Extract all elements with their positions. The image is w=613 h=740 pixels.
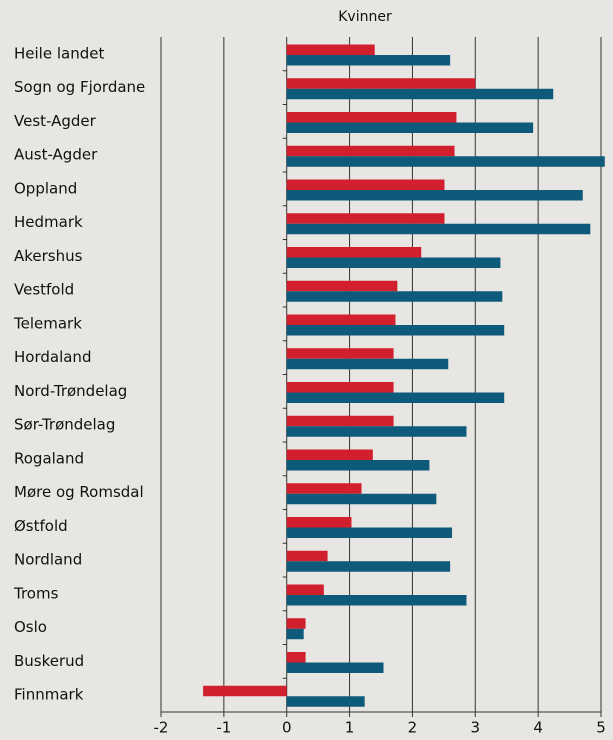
- bar: [286, 517, 352, 528]
- y-tick-label: Hedmark: [14, 213, 83, 231]
- x-tick-label: 0: [282, 719, 292, 737]
- bar: [286, 247, 422, 258]
- bar: [286, 595, 467, 606]
- bar: [286, 179, 445, 190]
- bar: [203, 685, 287, 697]
- bar: [286, 213, 445, 224]
- bar: [286, 449, 373, 460]
- bar: [286, 55, 451, 66]
- bar: [286, 257, 501, 268]
- x-tick-label: 2: [408, 719, 418, 737]
- bar: [286, 483, 362, 494]
- bar: [286, 314, 396, 325]
- y-tick-label: Finnmark: [14, 686, 84, 704]
- y-tick-label: Hordaland: [14, 348, 91, 366]
- y-tick-label: Akershus: [14, 247, 83, 265]
- bar: [286, 145, 455, 157]
- bar: [286, 122, 534, 133]
- bar: [286, 628, 304, 640]
- y-tick-label: Telemark: [13, 314, 82, 332]
- bar: [286, 156, 605, 167]
- bar: [286, 78, 476, 89]
- x-tick-label: 5: [596, 719, 606, 737]
- bar: [286, 291, 503, 302]
- bar: [286, 550, 328, 562]
- bar: [286, 426, 467, 437]
- bar: [286, 358, 449, 370]
- y-tick-label: Vest-Agder: [14, 112, 97, 130]
- y-tick-label: Møre og Romsdal: [14, 483, 144, 501]
- y-tick-label: Sør-Trøndelag: [14, 416, 115, 434]
- bar: [286, 325, 505, 336]
- y-tick-label: Troms: [13, 584, 59, 602]
- y-tick-label: Aust-Agder: [14, 146, 98, 164]
- y-tick-label: Oslo: [14, 618, 47, 636]
- chart-title: Kvinner: [338, 9, 392, 25]
- bar: [286, 348, 394, 359]
- y-tick-label: Vestfold: [14, 281, 74, 299]
- bar: [286, 223, 591, 235]
- bar: [286, 493, 437, 505]
- bar: [286, 561, 451, 572]
- bar: [286, 696, 365, 707]
- bar: [286, 652, 306, 663]
- y-tick-label: Nordland: [14, 551, 82, 569]
- y-tick-label: Heile landet: [14, 44, 104, 62]
- y-tick-label: Oppland: [14, 179, 77, 197]
- bar: [286, 662, 384, 673]
- bar: [286, 88, 554, 100]
- bar: [286, 190, 583, 201]
- x-tick-label: 1: [345, 719, 355, 737]
- y-tick-label: Østfold: [14, 517, 68, 535]
- x-tick-label: 4: [533, 719, 543, 737]
- bar: [286, 382, 394, 393]
- y-tick-label: Nord-Trøndelag: [14, 382, 127, 400]
- y-tick-label: Rogaland: [14, 449, 84, 467]
- bar: [286, 527, 453, 538]
- y-tick-label: Sogn og Fjordane: [14, 78, 145, 96]
- x-tick-label: 3: [471, 719, 481, 737]
- bar: [286, 460, 430, 471]
- bar: [286, 112, 457, 123]
- bar: [286, 618, 306, 629]
- y-tick-label: Buskerud: [14, 652, 84, 670]
- x-tick-label: -2: [154, 719, 169, 737]
- bar: [286, 584, 324, 595]
- bar: [286, 392, 505, 403]
- bar: [286, 44, 375, 55]
- x-tick-label: -1: [216, 719, 231, 737]
- bar: [286, 280, 398, 292]
- bar: [286, 415, 394, 427]
